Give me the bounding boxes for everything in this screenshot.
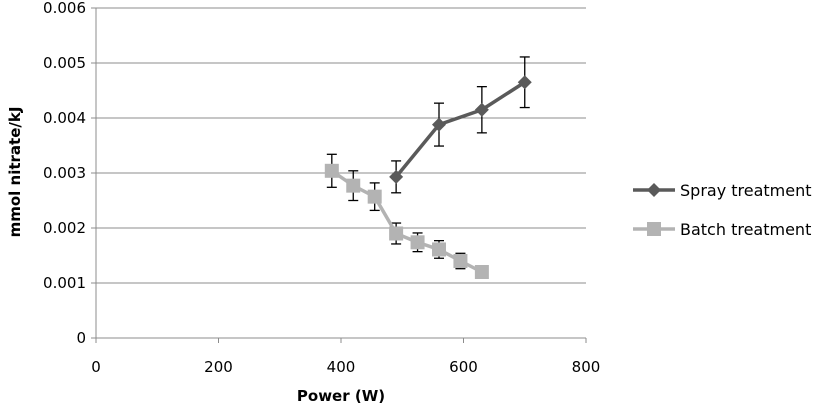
legend: Spray treatment Batch treatment (633, 181, 812, 239)
x-tick-label: 0 (91, 358, 101, 376)
y-axis-label: mmol nitrate/kJ (6, 107, 24, 238)
data-point (453, 254, 468, 268)
gridlines (96, 7, 586, 284)
y-tick-labels: 0 0.001 0.002 0.003 0.004 0.005 0.006 (43, 0, 86, 347)
data-point (346, 178, 361, 193)
series-layer (324, 56, 532, 279)
y-tick-label: 0.002 (43, 219, 86, 237)
series-line (394, 80, 526, 178)
data-point (474, 102, 489, 117)
x-tick-label: 800 (572, 358, 601, 376)
data-point (367, 189, 382, 204)
x-tick-label: 200 (204, 358, 233, 376)
legend-label: Spray treatment (680, 181, 812, 200)
legend-item-batch-treatment: Batch treatment (633, 220, 811, 239)
data-point (389, 226, 404, 241)
y-tick-label: 0.004 (43, 109, 86, 127)
data-point (432, 117, 446, 132)
legend-marker (647, 222, 661, 236)
x-tick-labels: 0 200 400 600 800 (91, 358, 600, 376)
x-tick-label: 600 (449, 358, 478, 376)
data-point (432, 242, 446, 257)
y-tick-label: 0 (76, 329, 86, 347)
series-batch-treatment (324, 153, 489, 279)
legend-marker (647, 183, 661, 197)
data-point (410, 235, 425, 250)
data-point (517, 75, 532, 90)
axes (91, 7, 587, 343)
data-point (389, 169, 404, 184)
data-point (474, 265, 489, 279)
data-point (324, 163, 339, 178)
x-tick-label: 400 (327, 358, 356, 376)
legend-label: Batch treatment (680, 220, 811, 239)
y-tick-label: 0.001 (43, 274, 86, 292)
y-tick-label: 0.006 (43, 0, 86, 17)
x-axis-label: Power (W) (297, 387, 385, 405)
legend-item-spray-treatment: Spray treatment (633, 181, 812, 200)
y-tick-label: 0.003 (43, 164, 86, 182)
series-spray-treatment (389, 56, 532, 194)
y-tick-label: 0.005 (43, 54, 86, 72)
